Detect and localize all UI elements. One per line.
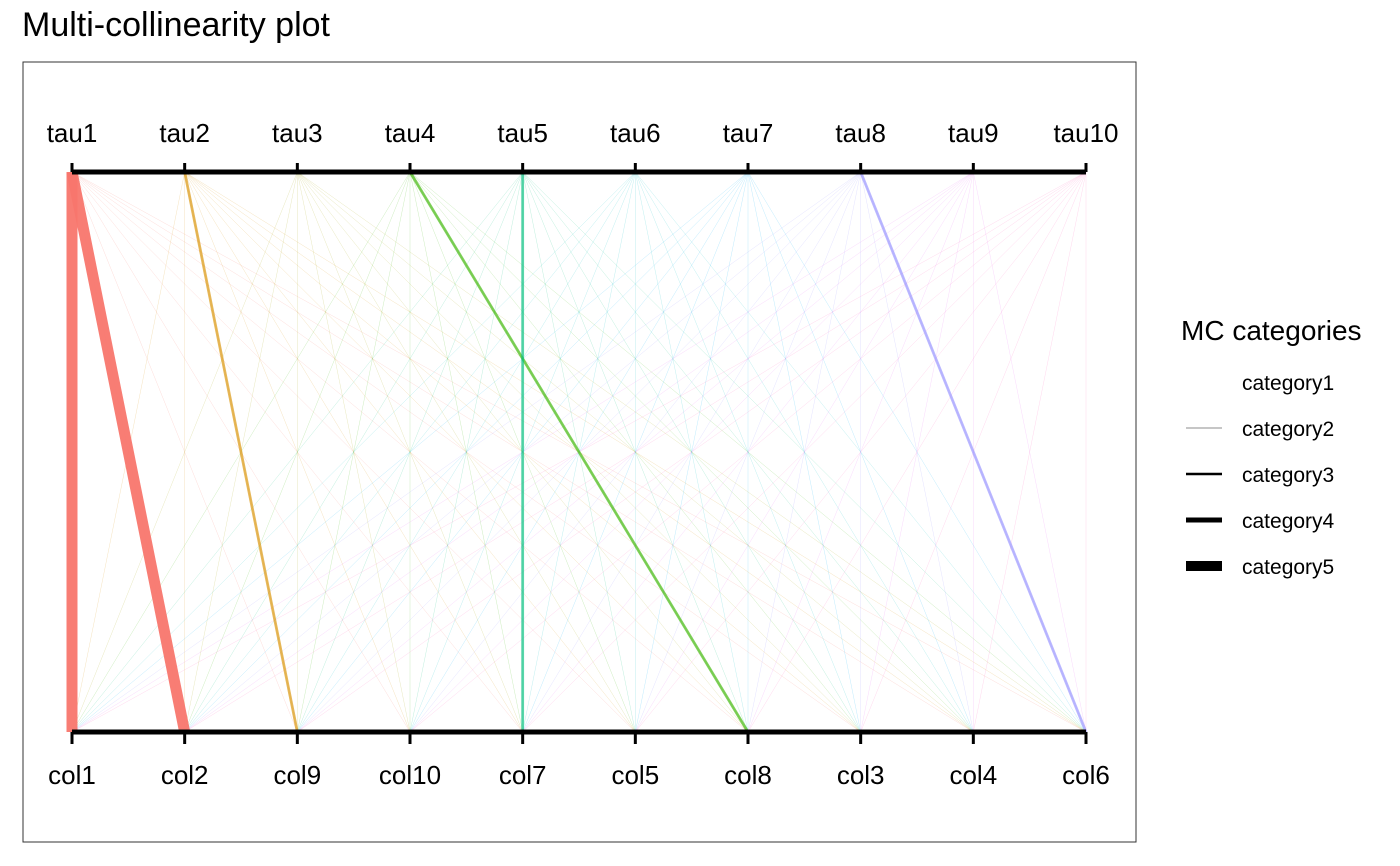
chart-title: Multi-collinearity plot — [22, 6, 330, 44]
link-tau10-col4 — [973, 171, 1087, 733]
link-tau6-col8 — [635, 171, 749, 733]
link-tau2-col5 — [184, 171, 636, 733]
link-tau6-col6 — [635, 171, 1087, 733]
link-tau10-col8 — [747, 171, 1087, 733]
link-tau1-col5 — [71, 171, 636, 733]
legend-label-category2: category2 — [1242, 418, 1334, 441]
link-tau9-col6 — [973, 171, 1087, 733]
link-tau2-col8 — [184, 171, 749, 733]
link-tau10-col7 — [522, 171, 1087, 733]
top-axis-label-tau8: tau8 — [835, 118, 886, 148]
link-tau3-col4 — [297, 171, 974, 733]
link-tau7-col5 — [635, 171, 749, 733]
link-tau4-col4 — [409, 171, 974, 733]
legend: MC categories category1 category2 category3… — [1181, 315, 1362, 579]
axes-layer: tau1 tau2 tau3 tau4 tau5 tau6 tau7 tau8 tau9 tau1… — [47, 118, 1119, 790]
strong-link-tau2-col9 — [183, 171, 299, 733]
link-tau7-col7 — [522, 171, 749, 733]
legend-label-category4: category4 — [1242, 510, 1335, 533]
link-tau2-col7 — [184, 171, 523, 733]
link-tau10-col9 — [297, 171, 1087, 733]
link-tau8-col1 — [71, 171, 861, 733]
bottom-axis-label-col8: col8 — [724, 760, 772, 790]
top-axis-label-tau9: tau9 — [948, 118, 999, 148]
top-axis-label-tau5: tau5 — [497, 118, 548, 148]
bottom-axis-label-col10: col10 — [379, 760, 441, 790]
link-tau8-col10 — [409, 171, 861, 733]
top-axis-label-tau3: tau3 — [272, 118, 323, 148]
strong-link-tau4-col8 — [408, 171, 750, 733]
link-tau5-col8 — [522, 171, 749, 733]
top-axis-label-tau2: tau2 — [159, 118, 210, 148]
link-tau8-col8 — [747, 171, 861, 733]
top-axis-label-tau4: tau4 — [385, 118, 436, 148]
link-tau3-col1 — [71, 171, 298, 733]
link-tau5-col3 — [522, 171, 861, 733]
plot-panel-border — [22, 61, 1137, 843]
link-tau6-col9 — [297, 171, 636, 733]
strong-link-tau1-col2 — [66, 170, 191, 734]
bottom-axis-label-col3: col3 — [837, 760, 885, 790]
link-tau4-col7 — [409, 171, 523, 733]
link-tau1-col8 — [71, 171, 749, 733]
link-tau9-col9 — [297, 171, 974, 733]
legend-label-category1: category1 — [1242, 372, 1334, 395]
link-tau3-col6 — [297, 171, 1087, 733]
link-tau10-col5 — [635, 171, 1087, 733]
link-tau5-col4 — [522, 171, 974, 733]
bottom-axis-label-col2: col2 — [161, 760, 209, 790]
link-tau4-col9 — [297, 171, 411, 733]
link-tau6-col3 — [635, 171, 861, 733]
bottom-axis-label-col6: col6 — [1062, 760, 1110, 790]
bottom-axis-label-col4: col4 — [949, 760, 997, 790]
link-tau4-col3 — [409, 171, 861, 733]
link-tau1-col9 — [71, 171, 298, 733]
bottom-axis-label-col9: col9 — [273, 760, 321, 790]
link-tau2-col10 — [184, 171, 411, 733]
link-tau3-col7 — [297, 171, 523, 733]
link-tau8-col7 — [522, 171, 861, 733]
link-tau5-col9 — [297, 171, 523, 733]
top-axis-label-tau10: tau10 — [1053, 118, 1118, 148]
link-tau5-col1 — [71, 171, 523, 733]
links-layer — [66, 170, 1088, 734]
link-tau2-col6 — [184, 171, 1087, 733]
bottom-axis-label-col1: col1 — [48, 760, 96, 790]
bottom-axis-label-col5: col5 — [611, 760, 659, 790]
legend-title: MC categories — [1181, 315, 1362, 346]
link-tau6-col4 — [635, 171, 974, 733]
link-tau9-col10 — [409, 171, 974, 733]
top-axis-label-tau6: tau6 — [610, 118, 661, 148]
link-tau6-col2 — [184, 171, 636, 733]
link-tau5-col10 — [409, 171, 523, 733]
link-tau4-col2 — [184, 171, 411, 733]
link-tau3-col5 — [297, 171, 636, 733]
link-tau7-col3 — [747, 171, 861, 733]
link-tau7-col4 — [747, 171, 974, 733]
link-tau7-col6 — [747, 171, 1087, 733]
link-tau8-col5 — [635, 171, 861, 733]
link-tau1-col7 — [71, 171, 523, 733]
link-tau8-col4 — [860, 171, 974, 733]
strong-link-tau8-col6 — [859, 171, 1088, 733]
legend-label-category3: category3 — [1242, 464, 1334, 487]
bottom-axis-label-col7: col7 — [499, 760, 547, 790]
link-tau10-col2 — [184, 171, 1087, 733]
top-axis-label-tau1: tau1 — [47, 118, 98, 148]
link-tau7-col1 — [71, 171, 749, 733]
link-tau9-col8 — [747, 171, 974, 733]
link-tau9-col3 — [860, 171, 974, 733]
link-tau5-col6 — [522, 171, 1087, 733]
link-tau3-col10 — [297, 171, 411, 733]
legend-label-category5: category5 — [1242, 556, 1334, 579]
top-axis-label-tau7: tau7 — [723, 118, 774, 148]
